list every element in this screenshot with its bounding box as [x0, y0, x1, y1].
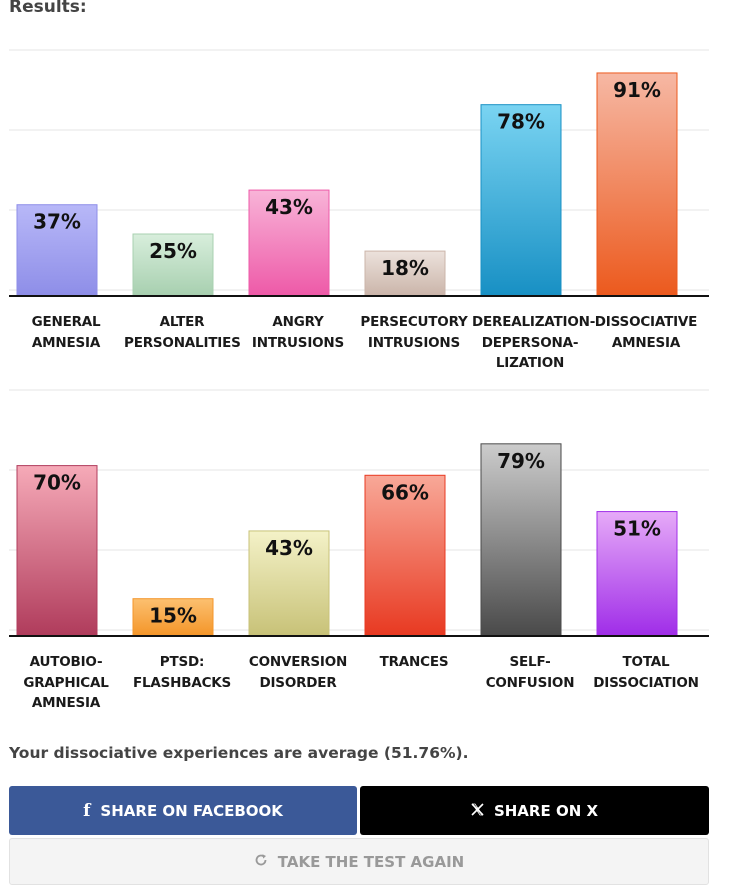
- bar-value-label: 37%: [33, 210, 81, 234]
- facebook-icon: f: [83, 800, 91, 821]
- bar: [16, 204, 98, 296]
- category-label: ANGRY INTRUSIONS: [251, 314, 345, 351]
- results-heading: Results:: [9, 0, 87, 17]
- bar: [132, 598, 214, 636]
- chart-bottom-svg: 70% 15% 43% 66% 79% 51%: [9, 389, 709, 637]
- bar-value-label: 25%: [149, 239, 197, 263]
- bar-value-label: 78%: [497, 110, 545, 134]
- bar: [480, 104, 562, 296]
- bar-value-label: 79%: [497, 449, 545, 473]
- take-test-again-label: TAKE THE TEST AGAIN: [277, 852, 465, 871]
- share-facebook-button[interactable]: f SHARE ON FACEBOOK: [9, 786, 357, 835]
- bar: [132, 233, 214, 296]
- bar-value-label: 43%: [265, 536, 313, 560]
- category-label: ALTER PERSONALITIES: [124, 314, 241, 351]
- refresh-icon: [254, 853, 268, 871]
- x-logo-icon: [471, 802, 484, 820]
- bar: [364, 474, 446, 636]
- category-label: DEREALIZATION- DEPERSONA- LIZATION: [472, 314, 596, 371]
- results-chart-top: 37% 25% 43% 18% 78% 91% GENERAL AMNESIA ALTER …: [9, 0, 709, 380]
- bar: [248, 189, 330, 296]
- category-label: TOTAL DISSOCIATION: [593, 654, 699, 691]
- bar-value-label: 70%: [33, 471, 81, 495]
- bar: [480, 443, 562, 636]
- take-test-again-button[interactable]: TAKE THE TEST AGAIN: [9, 838, 709, 885]
- category-label: CONVERSION DISORDER: [248, 654, 348, 691]
- category-label: TRANCES: [379, 654, 449, 670]
- bar-value-label: 66%: [381, 480, 429, 504]
- category-label: SELF- CONFUSION: [485, 654, 575, 691]
- bar-value-label: 43%: [265, 195, 313, 219]
- results-summary: Your dissociative experiences are averag…: [9, 744, 469, 762]
- bar: [248, 530, 330, 636]
- share-facebook-label: SHARE ON FACEBOOK: [100, 801, 283, 820]
- chart-top-svg: 37% 25% 43% 18% 78% 91%: [9, 49, 709, 297]
- bar-value-label: 51%: [613, 517, 661, 541]
- category-label: DISSOCIATIVE AMNESIA: [594, 314, 698, 351]
- bar-value-label: 18%: [381, 256, 429, 280]
- bar-value-label: 15%: [149, 604, 197, 628]
- results-chart-bottom: 70% 15% 43% 66% 79% 51% AUTOBIO- GRAPHICAL AM…: [9, 360, 709, 720]
- share-x-button[interactable]: SHARE ON X: [360, 786, 709, 835]
- bar: [596, 72, 678, 296]
- category-label: PERSECUTORY INTRUSIONS: [360, 314, 468, 351]
- bar-value-label: 91%: [613, 78, 661, 102]
- bar: [596, 511, 678, 636]
- category-label: GENERAL AMNESIA: [31, 314, 101, 351]
- share-x-label: SHARE ON X: [493, 801, 599, 820]
- category-label: AUTOBIO- GRAPHICAL AMNESIA: [23, 654, 109, 711]
- category-label: PTSD: FLASHBACKS: [132, 654, 232, 691]
- bar: [16, 465, 98, 636]
